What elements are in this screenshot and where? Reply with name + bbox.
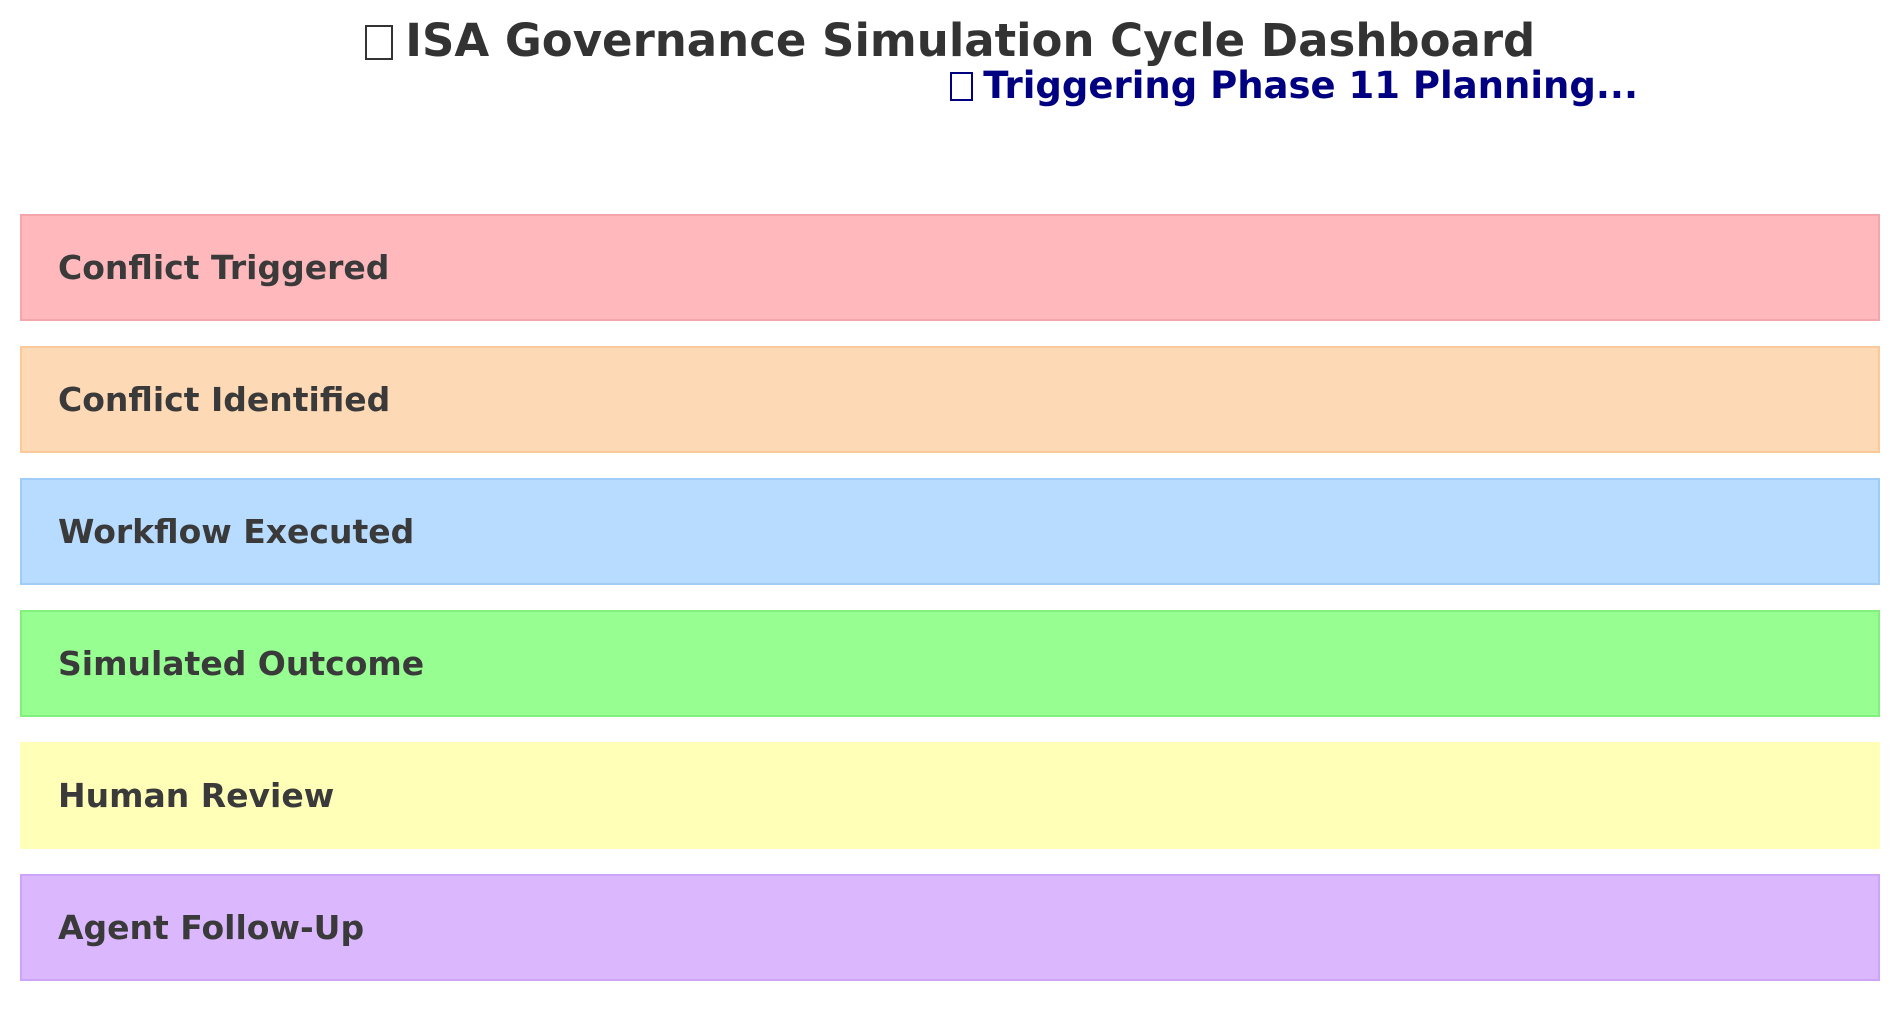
missing-glyph-icon [950,72,973,101]
phase-status: Triggering Phase 11 Planning... [950,64,1638,107]
stage-conflict-triggered: Conflict Triggered [20,214,1880,321]
dashboard-title-text: ISA Governance Simulation Cycle Dashboar… [405,14,1536,67]
dashboard-title: ISA Governance Simulation Cycle Dashboar… [0,14,1900,67]
stage-simulated-outcome: Simulated Outcome [20,610,1880,717]
stage-list: Conflict Triggered Conflict Identified W… [20,214,1880,1006]
missing-glyph-icon [364,24,393,60]
phase-status-text: Triggering Phase 11 Planning... [983,64,1639,107]
stage-label: Human Review [58,776,335,815]
stage-label: Simulated Outcome [58,644,425,683]
stage-label: Workflow Executed [58,512,415,551]
stage-conflict-identified: Conflict Identified [20,346,1880,453]
stage-human-review: Human Review [20,742,1880,849]
stage-label: Conflict Identified [58,380,391,419]
stage-workflow-executed: Workflow Executed [20,478,1880,585]
stage-label: Agent Follow-Up [58,908,365,947]
stage-agent-follow-up: Agent Follow-Up [20,874,1880,981]
stage-label: Conflict Triggered [58,248,390,287]
